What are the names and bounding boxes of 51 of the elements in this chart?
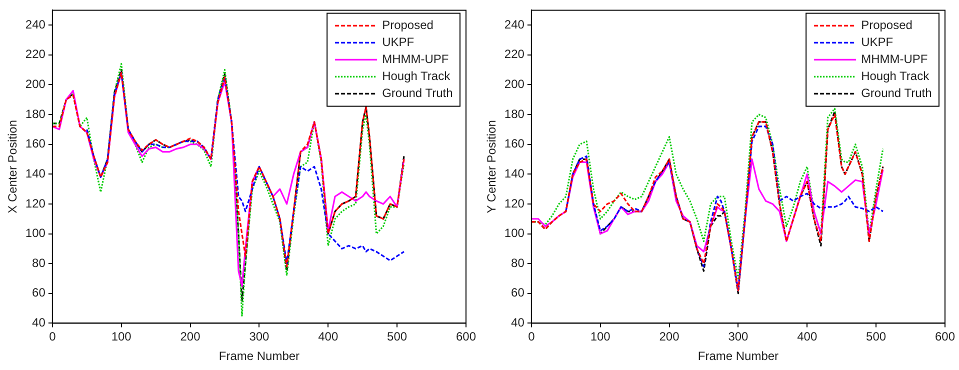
legend-label: MHMM-UPF <box>382 52 449 66</box>
x-tick-label: 0 <box>49 330 56 344</box>
legend-label: UKPF <box>861 35 894 50</box>
x-tick-label: 300 <box>728 330 749 344</box>
y-tick-label: 140 <box>504 166 525 180</box>
y-tick-label: 240 <box>25 17 46 32</box>
legend-label: Proposed <box>861 18 912 32</box>
y-tick-label: 180 <box>25 106 46 121</box>
y-axis-title: Y Center Position <box>484 120 499 214</box>
legend-label: Ground Truth <box>861 86 932 100</box>
y-tick-label: 220 <box>25 47 46 62</box>
y-tick-label: 60 <box>511 286 525 300</box>
x-tick-label: 400 <box>797 330 818 344</box>
x-tick-label: 300 <box>249 330 270 344</box>
x-tick-label: 400 <box>318 330 338 344</box>
x-tick-label: 0 <box>528 330 536 344</box>
x-axis-title: Frame Number <box>698 349 779 364</box>
legend-label: Hough Track <box>861 69 930 84</box>
y-tick-label: 40 <box>511 316 525 330</box>
y-tick-label: 80 <box>32 256 46 270</box>
x-tick-label: 200 <box>180 330 201 344</box>
y-tick-label: 200 <box>25 77 46 92</box>
y-tick-label: 120 <box>25 196 46 210</box>
line-series <box>565 126 884 292</box>
x-tick-label: 600 <box>456 330 476 344</box>
y-tick-label: 60 <box>32 286 46 300</box>
y-tick-label: 180 <box>504 106 525 121</box>
y-tick-label: 80 <box>511 256 525 270</box>
y-tick-label: 240 <box>504 17 525 32</box>
x-axis-title: Frame Number <box>218 349 300 364</box>
y-tick-label: 140 <box>25 166 46 180</box>
y-tick-label: 100 <box>504 226 525 240</box>
y-tick-label: 160 <box>504 136 525 151</box>
y-tick-label: 40 <box>32 316 46 330</box>
x-tick-label: 100 <box>111 330 132 344</box>
x-tick-label: 600 <box>934 330 956 344</box>
y-tick-label: 100 <box>25 226 46 240</box>
x-tick-label: 500 <box>387 330 408 344</box>
x-tick-label: 100 <box>590 330 611 344</box>
y-tick-label: 160 <box>25 136 46 151</box>
y-axis-title: X Center Position <box>6 120 20 214</box>
x-tick-label: 500 <box>866 330 886 344</box>
legend-label: MHMM-UPF <box>861 52 928 66</box>
legend-label: Hough Track <box>382 69 452 84</box>
x-tick-label: 200 <box>659 330 680 344</box>
legend-label: Proposed <box>382 18 434 32</box>
legend-label: Ground Truth <box>382 86 453 100</box>
y-tick-label: 200 <box>504 77 525 92</box>
y-tick-label: 220 <box>504 47 525 62</box>
legend-label: UKPF <box>382 35 414 50</box>
y-tick-label: 120 <box>504 196 525 210</box>
